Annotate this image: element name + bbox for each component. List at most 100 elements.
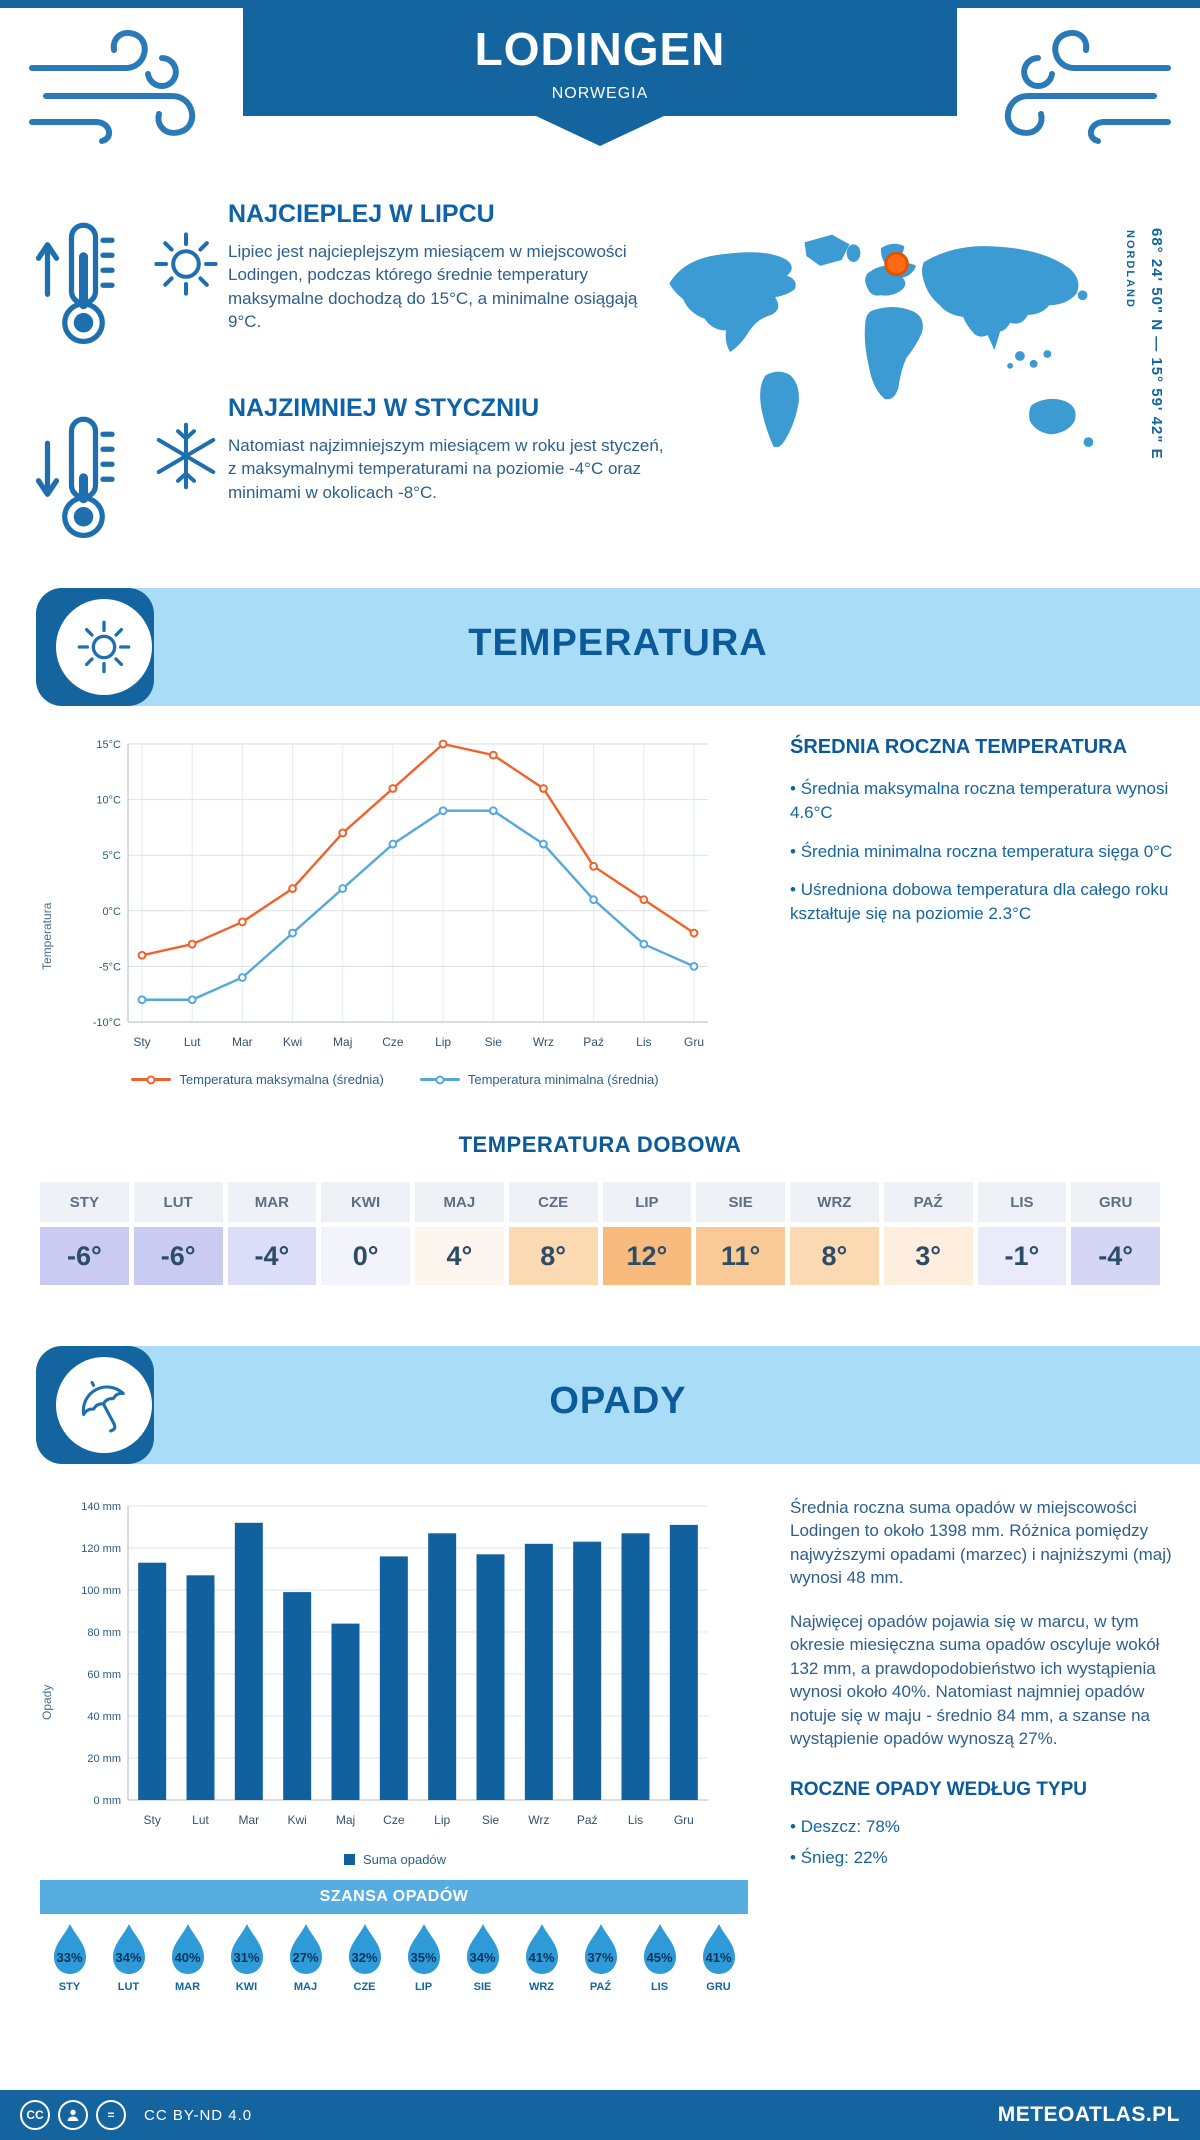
temperature-section-band [36,588,1200,706]
rain-chance-month: LIP [414,1981,433,1993]
thermometer-up-icon [35,222,115,345]
svg-text:Paź: Paź [577,1813,598,1827]
temperature-bullet: Średnia maksymalna roczna temperatura wy… [790,777,1180,825]
svg-text:40 mm: 40 mm [87,1711,121,1723]
svg-text:Gru: Gru [684,1035,704,1049]
svg-text:Mar: Mar [238,1813,259,1827]
no-derivatives-icon: = [96,2100,126,2130]
sun-icon [77,620,131,674]
month-header: SIE [696,1182,785,1222]
rain-chance-value: 40% [174,1950,201,1965]
rain-chance-value: 33% [56,1950,83,1965]
temp-value-cell: 8° [508,1227,598,1285]
rain-chance-month: SIE [473,1981,492,1993]
svg-text:0 mm: 0 mm [94,1795,122,1807]
temperature-band-icon-circle [56,599,152,695]
top-strip [0,0,1200,8]
rain-chance-month: LIS [650,1981,669,1993]
svg-text:Wrz: Wrz [533,1035,554,1049]
temp-value-cell: -6° [133,1227,223,1285]
rain-chance-item: 40% MAR [158,1922,217,1993]
world-map [669,234,1094,448]
precipitation-chart-ylabel: Opady [40,1684,54,1720]
daily-temp-column: PAŹ 3° [883,1182,973,1285]
svg-text:Cze: Cze [383,1813,405,1827]
month-header: WRZ [790,1182,879,1222]
legend-min-label: Temperatura minimalna (średnia) [467,1072,659,1087]
temp-value-cell: 8° [790,1227,879,1285]
rain-chance-value: 34% [469,1950,496,1965]
raindrop-icon [112,1924,145,1974]
rain-chance-month: GRU [706,1981,731,1993]
series-max [137,739,699,960]
snowflake-icon [156,422,216,490]
rain-chance-item: 37% PAŹ [571,1922,630,1993]
coldest-text: Natomiast najzimniejszym miesiącem w rok… [228,436,664,502]
rain-chance-value: 45% [646,1950,673,1965]
daily-temp-column: WRZ 8° [790,1182,879,1285]
raindrop-icon [171,1924,204,1974]
coldest-title: NAJZIMNIEJ W STYCZNIU [228,394,540,422]
month-header: KWI [321,1182,410,1222]
daily-temp-column: LUT -6° [133,1182,223,1285]
svg-text:Maj: Maj [333,1035,352,1049]
rain-chance-month: LUT [117,1981,140,1993]
temp-value-cell: 11° [696,1227,785,1285]
legend-item-max: Temperatura maksymalna (średnia) [131,1072,384,1087]
sun-icon [154,232,218,296]
raindrop-icon [289,1924,322,1974]
precipitation-paragraph-2: Najwięcej opadów pojawia się w marcu, w … [790,1611,1160,1749]
svg-text:0°C: 0°C [103,906,122,918]
month-header: MAJ [415,1182,504,1222]
svg-text:Cze: Cze [382,1035,404,1049]
rain-chance-item: 33% STY [40,1922,99,1993]
daily-temp-column: STY -6° [40,1182,129,1285]
rain-chance-item: 27% MAJ [276,1922,335,1993]
svg-text:Lis: Lis [636,1035,651,1049]
footer: CC = CC BY-ND 4.0 METEOATLAS.PL [0,2090,1200,2140]
daily-temp-column: CZE 8° [508,1182,598,1285]
month-header: GRU [1071,1182,1160,1222]
svg-text:15°C: 15°C [96,739,121,751]
svg-text:Wrz: Wrz [528,1813,549,1827]
min-line-marker [419,1075,460,1084]
rain-chance-item: 41% GRU [689,1922,748,1993]
raindrop-icon [525,1924,558,1974]
temp-value-cell: 3° [883,1227,973,1285]
svg-text:120 mm: 120 mm [81,1543,121,1555]
rain-chance-item: 35% LIP [394,1922,453,1993]
svg-text:Mar: Mar [232,1035,253,1049]
rain-chance-month: WRZ [528,1981,555,1993]
license-text: CC BY-ND 4.0 [144,2106,253,2124]
rain-chance-title: SZANSA OPADÓW [319,1888,469,1905]
location-marker [884,251,909,277]
temp-value-cell: -4° [227,1227,317,1285]
precipitation-chart: 0 mm 20 mm 40 mm 60 mm 80 mm 100 mm 120 mm 140 … [81,1501,708,1827]
legend-max-label: Temperatura maksymalna (średnia) [179,1072,384,1087]
daily-temp-column: MAR -4° [227,1182,317,1285]
warmest-text: Lipiec jest najcieplejszym miesiącem w m… [228,242,638,332]
month-header: LUT [133,1182,223,1222]
region-label: NORDLAND [1124,230,1136,309]
rain-chance-value: 37% [587,1950,614,1965]
month-header: MAR [227,1182,317,1222]
thermometer-down-icon [35,416,115,539]
month-header: PAŹ [883,1182,973,1222]
daily-temp-column: SIE 11° [696,1182,785,1285]
svg-text:Paź: Paź [583,1035,604,1049]
temperature-summary-panel: ŚREDNIA ROCZNA TEMPERATURA Średnia maksy… [790,736,1180,941]
precipitation-paragraph-1: Średnia roczna suma opadów w miejscowośc… [790,1498,1172,1588]
rain-chance-value: 41% [528,1950,555,1965]
month-header: LIS [977,1182,1067,1222]
precipitation-chart-legend: Suma opadów [70,1852,720,1867]
page-subtitle: NORWEGIA [551,85,649,102]
rain-chance-item: 32% CZE [335,1922,394,1993]
brand-logo: METEOATLAS.PL [997,2103,1180,2126]
precipitation-type-title: ROCZNE OPADY WEDŁUG TYPU [790,1778,1087,1800]
title-banner: LODINGEN NORWEGIA [243,8,957,116]
attribution-person-icon [58,2100,88,2130]
rain-chance-value: 35% [410,1950,437,1965]
umbrella-icon [81,1381,125,1433]
rain-chance-value: 31% [233,1950,260,1965]
